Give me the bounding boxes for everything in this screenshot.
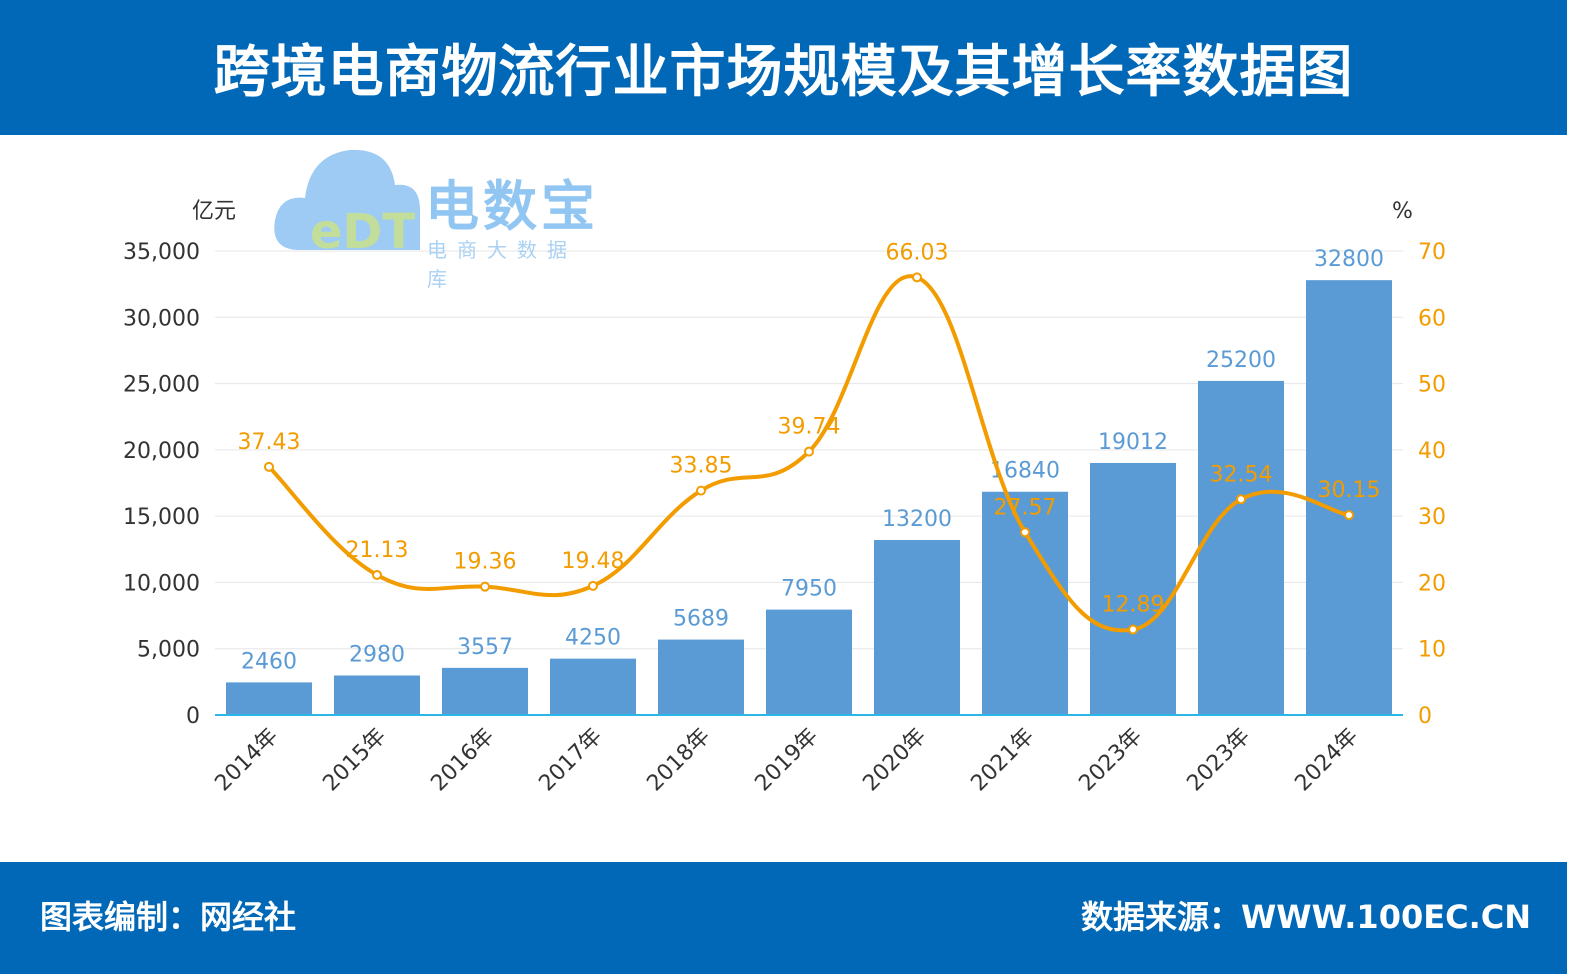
y2-tick-label: 60	[1418, 306, 1446, 331]
growth-rate-line	[267, 274, 1350, 633]
y-tick-label: 20,000	[123, 439, 200, 464]
logo-text: 电数宝	[425, 175, 599, 238]
x-tick-label: 2015年	[318, 724, 391, 797]
x-tick-label: 2023年	[1182, 724, 1255, 797]
line-value-label: 19.36	[454, 550, 517, 575]
y2-tick-label: 0	[1418, 704, 1432, 729]
y-tick-label: 10,000	[123, 571, 200, 596]
x-tick-label: 2023年	[1074, 724, 1147, 797]
line-value-label: 12.89	[1102, 593, 1165, 618]
bar-value-label: 4250	[565, 626, 621, 651]
line-value-label: 30.15	[1318, 478, 1381, 503]
x-tick-label: 2019年	[750, 724, 823, 797]
y2-tick-label: 30	[1418, 505, 1446, 530]
line-value-label: 27.57	[994, 495, 1057, 520]
y-tick-label: 0	[186, 704, 200, 729]
bar	[1090, 462, 1176, 715]
x-tick-label: 2017年	[534, 724, 607, 797]
line-point	[804, 446, 814, 457]
line-point	[480, 581, 490, 592]
cloud-logo-icon: eDT	[274, 149, 420, 260]
line-point	[264, 461, 274, 472]
chart-title: 跨境电商物流行业市场规模及其增长率数据图	[213, 40, 1354, 105]
y-tick-label: 5,000	[137, 638, 200, 663]
line-value-label: 32.54	[1210, 462, 1273, 487]
y-axis-label: 亿元	[192, 199, 236, 224]
bar	[874, 540, 960, 715]
line-point	[912, 272, 922, 283]
logo-subtitle: 电商大数据库	[427, 238, 577, 291]
line-value-label: 39.74	[778, 415, 841, 440]
bar-value-label: 19012	[1098, 430, 1168, 455]
line-value-label: 37.43	[238, 430, 301, 455]
bar	[1306, 280, 1392, 715]
y2-tick-label: 40	[1418, 439, 1446, 464]
bar-value-label: 7950	[781, 577, 837, 602]
y2-axis-label: %	[1392, 199, 1413, 224]
x-tick-label: 2016年	[426, 724, 499, 797]
x-tick-label: 2020年	[858, 724, 931, 797]
logo-mark: eDT	[310, 204, 415, 260]
y-tick-label: 25,000	[123, 373, 200, 398]
line-value-label: 21.13	[346, 538, 409, 563]
line-point	[1128, 624, 1138, 635]
bar-value-label: 2460	[241, 649, 297, 674]
bar	[766, 609, 852, 715]
line-value-label: 66.03	[886, 240, 949, 265]
bar	[226, 682, 312, 715]
y-tick-label: 30,000	[123, 306, 200, 331]
data-source: 数据来源：WWW.100EC.CN	[1080, 898, 1531, 936]
y2-tick-label: 70	[1418, 240, 1446, 265]
line-point	[372, 569, 382, 580]
bar	[658, 639, 744, 715]
bar-value-label: 3557	[457, 635, 513, 660]
line-point	[696, 485, 706, 496]
bar	[334, 675, 420, 715]
watermark-logo: eDT 电数宝 电商大数据库	[270, 140, 600, 291]
y2-tick-label: 10	[1418, 638, 1446, 663]
x-tick-label: 2021年	[966, 724, 1039, 797]
bar	[982, 491, 1068, 715]
y-tick-label: 15,000	[123, 505, 200, 530]
y2-tick-label: 50	[1418, 373, 1446, 398]
x-tick-label: 2014年	[210, 724, 283, 797]
line-point	[588, 580, 598, 591]
y2-tick-label: 20	[1418, 571, 1446, 596]
bar	[442, 667, 528, 715]
header-band: 跨境电商物流行业市场规模及其增长率数据图	[0, 0, 1567, 135]
y-tick-label: 35,000	[123, 240, 200, 265]
line-value-label: 33.85	[670, 454, 733, 479]
x-tick-label: 2018年	[642, 724, 715, 797]
bar-value-label: 13200	[882, 507, 952, 532]
bar-value-label: 25200	[1206, 348, 1276, 373]
bar-value-label: 5689	[673, 607, 729, 632]
line-point	[1020, 527, 1030, 538]
footer-band: 图表编制：网经社 数据来源：WWW.100EC.CN	[0, 862, 1567, 974]
bar	[550, 658, 636, 715]
bar-value-label: 2980	[349, 642, 405, 667]
bar-value-label: 32800	[1314, 247, 1384, 272]
x-tick-label: 2024年	[1290, 724, 1363, 797]
line-point	[1344, 510, 1354, 521]
line-point	[1236, 494, 1246, 505]
chart-credit: 图表编制：网经社	[40, 898, 297, 936]
bar	[1198, 380, 1284, 715]
line-value-label: 19.48	[562, 549, 625, 574]
